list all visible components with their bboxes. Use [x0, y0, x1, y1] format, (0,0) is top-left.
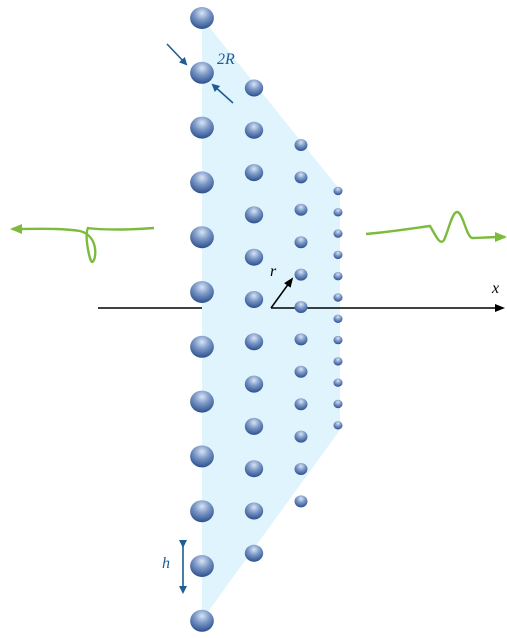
sphere-col4-4 — [333, 250, 343, 260]
sphere-col4-2 — [333, 208, 343, 217]
sphere-col4-1 — [333, 186, 343, 196]
sphere-col4-7 — [333, 314, 343, 323]
sphere-col3-9 — [294, 398, 308, 411]
diameter-arrow-bottom — [211, 83, 234, 104]
sphere-col4-8 — [333, 335, 343, 345]
left-wave-packet — [10, 223, 155, 264]
sphere-lattice — [190, 7, 343, 632]
sphere-col4-10 — [333, 378, 343, 387]
sphere-col2-11 — [244, 502, 264, 520]
sphere-col4-11 — [333, 399, 343, 409]
sphere-col4-5 — [333, 272, 343, 281]
sphere-col1-8 — [190, 390, 214, 413]
sphere-col2-4 — [244, 206, 264, 224]
radial-label: r — [270, 263, 277, 280]
diameter-label: 2R — [217, 51, 235, 68]
sphere-col3-3 — [294, 203, 308, 216]
radial-arrow — [270, 277, 294, 309]
sphere-col2-9 — [244, 417, 264, 435]
sphere-col1-1 — [190, 7, 214, 29]
sphere-col1-2 — [190, 61, 214, 84]
lattice-panel — [202, 18, 340, 620]
sphere-col3-10 — [294, 430, 308, 443]
sphere-col3-2 — [294, 171, 308, 184]
sphere-col3-12 — [294, 495, 308, 508]
sphere-col4-12 — [333, 421, 343, 430]
sphere-col2-1 — [244, 79, 264, 97]
sphere-col2-7 — [244, 333, 264, 351]
sphere-col4-3 — [333, 229, 343, 238]
sphere-col2-3 — [244, 164, 264, 182]
sphere-col1-12 — [190, 609, 214, 632]
axis-label: x — [491, 280, 499, 297]
sphere-col1-10 — [190, 500, 214, 523]
sphere-col3-11 — [294, 463, 308, 475]
sphere-col1-9 — [190, 445, 214, 468]
sphere-col3-7 — [294, 333, 308, 346]
sphere-col2-8 — [244, 375, 264, 393]
sphere-col3-5 — [294, 268, 308, 281]
sphere-col2-2 — [244, 121, 264, 139]
sphere-col4-6 — [333, 293, 343, 302]
sphere-col1-3 — [190, 116, 214, 139]
sphere-col3-6 — [294, 301, 308, 313]
sphere-col2-10 — [244, 460, 264, 478]
sphere-col3-4 — [294, 236, 308, 249]
sphere-col2-5 — [244, 248, 264, 266]
sphere-col3-8 — [294, 365, 308, 378]
sphere-col1-11 — [190, 555, 214, 577]
sphere-col1-7 — [190, 335, 214, 358]
diameter-arrow-top — [166, 43, 188, 66]
spacing-label: h — [162, 555, 170, 572]
right-wave-packet — [365, 210, 507, 243]
sphere-col3-1 — [294, 139, 308, 151]
sphere-col1-5 — [190, 226, 214, 249]
sphere-col1-6 — [190, 281, 214, 303]
sphere-col4-9 — [333, 357, 343, 366]
sphere-col2-6 — [244, 291, 264, 308]
sphere-col2-12 — [244, 544, 264, 562]
sphere-col1-4 — [190, 171, 214, 194]
